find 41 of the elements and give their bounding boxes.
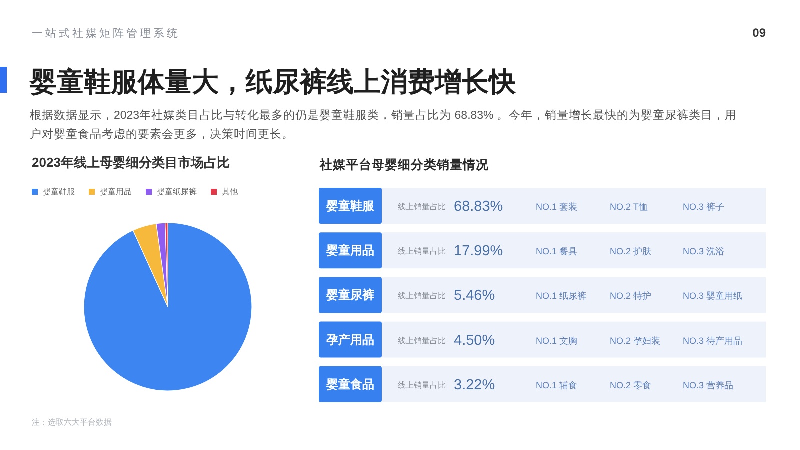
text: 5.46% — [454, 288, 496, 304]
text: NO.1 纸尿裤 — [536, 291, 587, 302]
legend-label: 婴童鞋服 — [43, 188, 75, 196]
text: NO.2 孕妇装 — [610, 336, 661, 346]
text: NO.2 零食 — [610, 380, 652, 390]
text: 根据数据显示，2023年社媒类目占比与转化最多的仍是婴童鞋服类，销量占比为 68.83% 。今年，销量增长最快的为婴童尿裤类目，用户对婴童食品考虑的要素会更多，决策时间更长。 — [30, 108, 737, 141]
text: NO.3 裤子 — [683, 202, 725, 212]
text: 68.83% — [454, 199, 504, 215]
chart-title: 2023年线上母婴细分类目市场占比 — [32, 155, 230, 170]
text: NO.2 特护 — [610, 291, 652, 302]
text: NO.2 护肤 — [610, 246, 652, 257]
text: 一站式社媒矩阵管理系统 — [32, 27, 180, 40]
text: 线上销量占比 — [398, 336, 446, 346]
text: NO.3 洗浴 — [683, 246, 725, 257]
text: NO.1 文胸 — [536, 336, 578, 346]
category-label: 婴童尿裤 — [326, 288, 374, 302]
category-label: 婴童鞋服 — [326, 199, 376, 213]
text: 线上销量占比 — [398, 380, 446, 390]
text: 线上销量占比 — [398, 292, 446, 301]
text: 4.50% — [454, 332, 496, 349]
text: NO.1 餐具 — [536, 246, 578, 257]
text: 线上销量占比 — [398, 247, 446, 256]
text: NO.3 营养品 — [683, 380, 734, 390]
text: 3.22% — [454, 377, 496, 394]
text: 注：选取六大平台数据 — [32, 418, 112, 427]
text: 线上销量占比 — [398, 202, 446, 212]
text: 社媒平台母婴细分类销量情况 — [319, 157, 490, 172]
text: 婴童鞋服体量大，纸尿裤线上消费增长快 — [29, 67, 517, 97]
text: 09 — [752, 26, 766, 40]
text: NO.2 T恤 — [610, 202, 648, 212]
legend-label: 其他 — [222, 188, 238, 196]
category-label: 婴童用品 — [326, 244, 374, 258]
text: NO.1 套装 — [536, 202, 578, 212]
text: 17.99% — [454, 244, 504, 260]
category-label: 婴童食品 — [326, 377, 374, 392]
legend-label: 婴童纸尿裤 — [157, 188, 197, 196]
legend-label: 婴童用品 — [100, 188, 132, 196]
category-label: 孕产用品 — [326, 332, 374, 347]
text: NO.1 辅食 — [536, 380, 578, 390]
text: NO.3 待产用品 — [683, 336, 743, 346]
text: NO.3 婴童用纸 — [683, 291, 743, 302]
